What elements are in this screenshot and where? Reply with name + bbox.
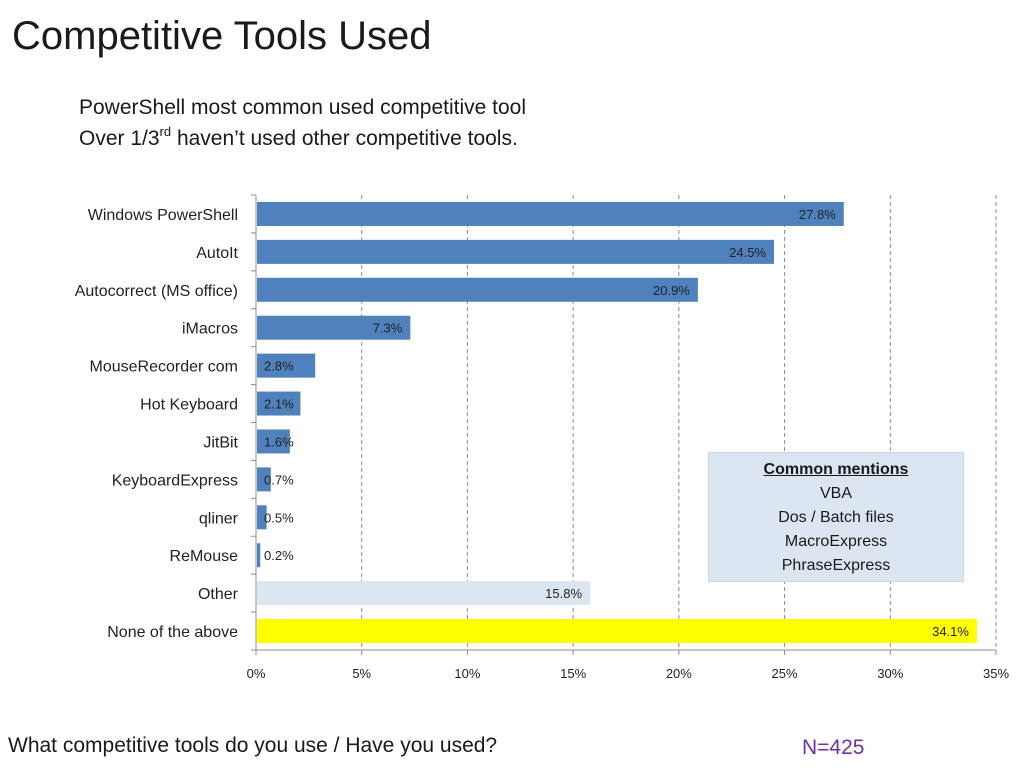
data-label: 2.1% (264, 397, 294, 412)
category-label: None of the above (107, 624, 238, 641)
category-label: ReMouse (170, 548, 239, 565)
common-mention-item: PhraseExpress (781, 557, 891, 574)
x-tick-label: 5% (352, 666, 371, 681)
x-tick-label: 0% (247, 666, 266, 681)
data-label: 0.2% (264, 548, 294, 563)
common-mention-item: Dos / Batch files (778, 509, 894, 526)
category-label: iMacros (182, 321, 238, 338)
x-tick-label: 10% (454, 666, 480, 681)
subtitle-line-2-start: Over 1/3 (79, 127, 160, 150)
bar (257, 619, 977, 644)
bar (257, 467, 271, 492)
subtitle-line-1: PowerShell most common used competitive … (79, 96, 527, 119)
bar (257, 201, 844, 226)
data-label: 0.5% (264, 510, 294, 525)
x-tick-label: 20% (666, 666, 692, 681)
bar (257, 505, 267, 530)
category-label: Autocorrect (MS office) (75, 283, 238, 300)
survey-question: What competitive tools do you use / Have… (8, 734, 498, 757)
category-label: JitBit (203, 434, 238, 451)
sample-size: N=425 (802, 736, 865, 759)
subtitle-line-2-end: haven’t used other competitive tools. (171, 127, 518, 150)
category-label: qliner (199, 510, 239, 527)
bar (257, 391, 301, 416)
subtitle: PowerShell most common used competitive … (79, 92, 526, 154)
bar (257, 239, 774, 264)
data-label: 2.8% (264, 359, 294, 374)
category-label: Hot Keyboard (140, 397, 238, 414)
data-label: 27.8% (799, 207, 836, 222)
data-label: 1.6% (264, 434, 294, 449)
category-label: KeyboardExpress (112, 472, 238, 489)
labels: 0% 5% 10% 15% 20% 25% 30% 35% Windows PowerShell… (75, 207, 1010, 681)
data-label: 34.1% (932, 624, 969, 639)
category-label: Windows PowerShell (88, 207, 238, 224)
data-label: 7.3% (373, 321, 403, 336)
bar (257, 581, 591, 606)
bar-chart: 0% 5% 10% 15% 20% 25% 30% 35% Windows PowerShell… (75, 194, 1010, 681)
x-tick-label: 25% (772, 666, 798, 681)
category-label: Other (198, 586, 239, 603)
bar (257, 543, 261, 568)
data-label: 24.5% (729, 245, 766, 260)
common-mentions-title: Common mentions (763, 461, 909, 478)
common-mention-item: VBA (819, 485, 852, 502)
subtitle-line-2: Over 1/3rd haven’t used other competitiv… (79, 123, 526, 154)
bar (257, 315, 411, 340)
bar (257, 429, 290, 454)
data-label: 15.8% (545, 586, 582, 601)
subtitle-superscript: rd (159, 124, 172, 139)
category-label: MouseRecorder com (90, 359, 239, 376)
data-label: 0.7% (264, 472, 294, 487)
common-mentions-box: Common mentions VBA Dos / Batch files Ma… (708, 452, 964, 582)
axes (251, 194, 997, 655)
x-tick-label: 15% (560, 666, 586, 681)
slide-title: Competitive Tools Used (12, 14, 432, 58)
data-label: 20.9% (653, 283, 690, 298)
category-label: AutoIt (196, 245, 238, 262)
x-tick-label: 35% (983, 666, 1009, 681)
x-tick-label: 30% (877, 666, 903, 681)
common-mention-item: MacroExpress (784, 533, 888, 550)
bar (257, 277, 698, 302)
bars (257, 201, 977, 644)
bar (257, 353, 316, 378)
